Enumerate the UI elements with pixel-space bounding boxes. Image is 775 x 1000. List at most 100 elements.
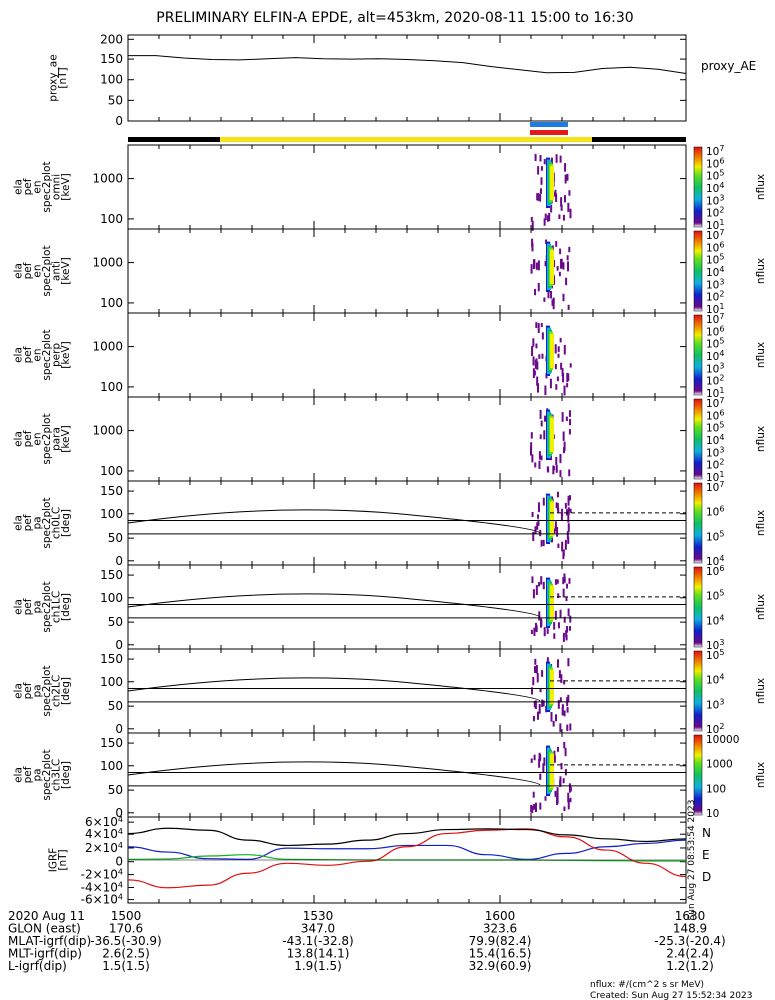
colorbar-tick-label: 101 <box>706 218 724 232</box>
spectro-cell <box>567 523 570 533</box>
spectro-cell <box>566 372 569 383</box>
spectro-cell <box>556 491 559 498</box>
colorbar-tick-label: 106 <box>706 240 724 254</box>
spectro-cell <box>543 627 546 637</box>
spectro-cell <box>562 262 565 270</box>
spectro-cell <box>567 799 570 810</box>
spectro-cell <box>534 526 537 535</box>
spectro-cell <box>535 585 538 595</box>
spectro-cell <box>539 155 542 162</box>
spectro-cell <box>537 282 540 292</box>
spectro-cell <box>568 626 571 631</box>
spectro-cell <box>556 502 559 511</box>
spectro-cell <box>569 418 572 426</box>
spectro-cell <box>562 778 565 784</box>
spectro-cell <box>569 723 572 731</box>
ytick-label: 100 <box>100 464 123 478</box>
ylabel-line: en <box>31 348 43 361</box>
colorbar-scale <box>693 398 703 480</box>
ylabel-line: pef <box>22 262 34 279</box>
footer-units: nflux: #/(cm^2 s sr MeV) <box>590 980 704 990</box>
spectro-cell <box>534 700 537 710</box>
spectro-cell <box>561 368 564 377</box>
spectro-cell <box>540 420 543 427</box>
science-zone-red <box>530 130 568 135</box>
ylabel-line: IGRF <box>47 848 59 873</box>
colorbar-label: nflux <box>755 678 767 704</box>
ylabel-line: [deg] <box>60 593 72 621</box>
spectro-cell <box>531 220 534 231</box>
panel-frame <box>127 648 687 734</box>
ytick-label: 6×104 <box>85 815 123 829</box>
colorbar-tick-label: 104 <box>706 554 724 568</box>
ytick-label: 0 <box>115 554 123 568</box>
spectro-cell <box>546 657 549 664</box>
spectro-cell <box>565 630 568 638</box>
spectro-cell <box>540 177 543 185</box>
spectro-cell <box>539 434 542 440</box>
spectro-cell <box>569 615 572 623</box>
spectro-cell <box>530 446 533 456</box>
spectro-cell <box>567 373 570 382</box>
spectro-cell <box>540 539 543 547</box>
spectro-cell <box>557 593 560 599</box>
ytick-label: 150 <box>100 484 123 498</box>
ytick-label: 1000 <box>92 424 123 438</box>
panel-frame <box>127 480 687 566</box>
spectro-cell <box>551 299 554 306</box>
footer-row-value: 347.0 <box>301 922 335 936</box>
spectro-cell <box>539 773 542 780</box>
ylabel-line: perp <box>50 343 62 367</box>
spectro-cell <box>536 673 539 683</box>
spectro-cell <box>553 633 556 639</box>
spectro-cell <box>555 193 558 203</box>
colorbar: 102 103 104 105 nflux <box>693 648 767 736</box>
footer-row-value: 170.6 <box>109 922 143 936</box>
spectro-cell <box>562 431 565 441</box>
panel-frame <box>127 144 687 230</box>
colorbar-tick-label: 104 <box>706 181 724 195</box>
ytick-label: 0 <box>115 855 123 869</box>
spectro-cell <box>540 322 543 328</box>
spectro-cell <box>541 353 544 359</box>
spectro-cell <box>563 616 566 623</box>
colorbar-tick-label: 103 <box>706 445 724 459</box>
spectro-cell <box>568 428 571 435</box>
panel-3: 1001000elapefenspec2plotperp[keV]1011021… <box>12 312 767 400</box>
spectro-cell <box>552 301 555 310</box>
spectro-cell <box>538 354 541 359</box>
ytick-label: 0 <box>115 722 123 736</box>
spectro-cell <box>540 166 543 171</box>
spectro-core <box>546 661 554 712</box>
spectro-core-band <box>550 165 554 200</box>
spectro-cell <box>537 711 540 720</box>
colorbar-tick-label: 101 <box>706 302 724 316</box>
spectro-cell <box>567 507 570 515</box>
spectro-cell <box>555 456 558 465</box>
spectro-cell <box>534 462 537 468</box>
spectro-cell <box>564 539 567 550</box>
panel-frame <box>127 228 687 314</box>
legend-n: N <box>702 826 711 840</box>
ylabel-line: proxy_ae <box>47 54 59 101</box>
spectro-cell <box>559 155 562 163</box>
spectro-cell <box>532 531 535 541</box>
colorbar-label: nflux <box>755 258 767 284</box>
ytick-label: -4×104 <box>81 881 123 895</box>
spectro-cell <box>533 666 536 673</box>
spectro-cell <box>566 173 569 181</box>
ytick-label: 100 <box>100 759 123 773</box>
proxy-ae-legend: proxy_AE <box>701 59 756 73</box>
ylabel-line: pef <box>22 178 34 195</box>
science-zone-blue <box>530 122 568 127</box>
ytick-label: -2×104 <box>81 868 123 882</box>
spectro-core-band <box>550 669 554 704</box>
spectro-cell <box>562 632 565 642</box>
ytick-label: 1000 <box>92 340 123 354</box>
spectro-cell <box>563 710 566 717</box>
colorbar-tick-label: 107 <box>706 312 724 326</box>
spectro-cell <box>561 412 564 422</box>
ylabel-line: [deg] <box>60 677 72 705</box>
spectro-cell <box>556 579 559 584</box>
